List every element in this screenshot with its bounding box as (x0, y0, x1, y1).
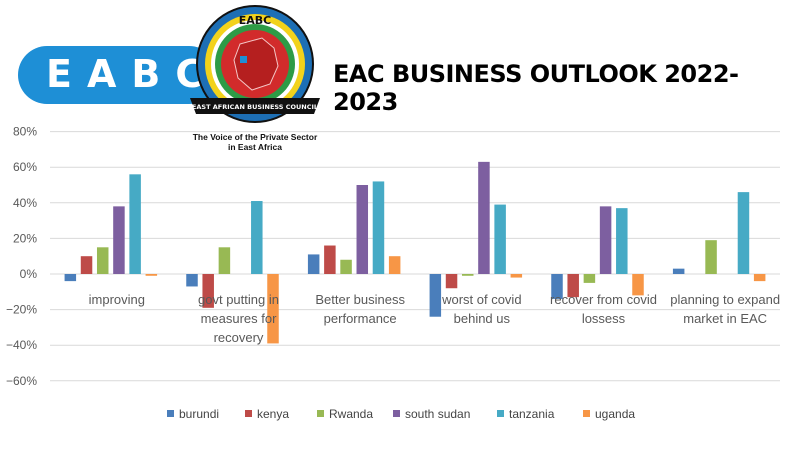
bar-kenya (567, 274, 579, 298)
bar-uganda (267, 274, 279, 344)
bar-rwanda (218, 247, 231, 274)
category-label: behind us (454, 311, 511, 326)
seal-top-text: EABC (239, 14, 271, 27)
legend-item-uganda: uganda (583, 407, 635, 421)
y-tick-label: 40% (13, 196, 37, 210)
eabc-logo-pill: EABC (18, 46, 218, 104)
legend-item-kenya: kenya (245, 407, 289, 421)
bar-burundi (672, 268, 685, 274)
bar-uganda (632, 274, 644, 296)
bar-burundi (307, 254, 320, 274)
bar-kenya (324, 245, 336, 274)
eabc-seal-logo: EABC EAST AFRICAN BUSINESS COUNCIL (190, 5, 320, 123)
bar-rwanda (96, 247, 109, 274)
bar-tanzania (372, 181, 385, 274)
bar-tanzania (251, 201, 263, 274)
legend-swatch (167, 410, 174, 417)
y-tick-label: 60% (13, 160, 37, 174)
bar-rwanda (461, 274, 474, 276)
y-tick-label: 20% (13, 231, 37, 245)
legend-swatch (583, 410, 590, 417)
eabc-tagline: The Voice of the Private Sector in East … (190, 132, 320, 152)
logo-text: EABC (46, 52, 219, 96)
y-tick-label: 80% (13, 125, 37, 139)
bar-burundi (64, 274, 77, 282)
legend-label: south sudan (405, 407, 471, 421)
bar-uganda (145, 274, 158, 276)
legend-item-tanzania: tanzania (497, 407, 554, 421)
category-label: improving (89, 292, 145, 307)
bar-kenya (202, 274, 214, 308)
bar-kenya (80, 256, 93, 274)
category-label: market in EAC (683, 311, 767, 326)
y-tick-label: −60% (6, 374, 37, 388)
legend-label: kenya (257, 407, 290, 421)
y-tick-label: −40% (6, 338, 37, 352)
category-label: govt putting in (198, 292, 279, 307)
category-label: worst of covid (441, 292, 521, 307)
bar-south-sudan (478, 161, 490, 274)
legend-label: burundi (179, 407, 220, 421)
category-label: planning to expand (670, 292, 780, 307)
bar-rwanda (340, 259, 352, 274)
legend-label: tanzania (509, 407, 555, 421)
chart-legend: burundi kenya Rwanda south sudan tanzania uga… (0, 407, 800, 425)
legend-label: uganda (595, 407, 636, 421)
y-tick-label: −20% (6, 303, 37, 317)
bar-uganda (753, 274, 766, 282)
bar-tanzania (737, 192, 750, 274)
bar-rwanda (583, 274, 596, 283)
category-label: measures for (201, 311, 278, 326)
tagline-line-2: in East Africa (227, 142, 282, 152)
legend-swatch (245, 410, 252, 417)
bar-tanzania (129, 174, 141, 274)
bar-south-sudan (599, 206, 612, 274)
category-label: performance (324, 311, 397, 326)
bar-tanzania (616, 208, 628, 274)
page-title: EAC BUSINESS OUTLOOK 2022-2023 (333, 60, 739, 116)
category-label: Better business (315, 292, 405, 307)
bar-burundi (551, 274, 563, 299)
legend-swatch (497, 410, 504, 417)
seal-banner-text: EAST AFRICAN BUSINESS COUNCIL (192, 103, 318, 111)
bar-south-sudan (113, 206, 125, 274)
legend-label: Rwanda (329, 407, 374, 421)
bar-burundi (186, 274, 198, 287)
bar-uganda (510, 274, 523, 278)
bar-rwanda (705, 240, 717, 274)
category-label: recover from covid (550, 292, 657, 307)
y-tick-label: 0% (20, 267, 38, 281)
bar-uganda (388, 256, 401, 274)
legend-item-rwanda: Rwanda (317, 407, 373, 421)
bar-kenya (445, 274, 458, 289)
bar-burundi (429, 274, 442, 317)
category-label: lossess (582, 311, 626, 326)
tagline-line-1: The Voice of the Private Sector (192, 132, 318, 142)
bar-tanzania (494, 204, 506, 274)
legend-swatch (317, 410, 324, 417)
bar-south-sudan (356, 185, 369, 274)
category-label: recovery (214, 330, 264, 345)
legend-item-south-sudan: south sudan (393, 407, 470, 421)
legend-item-burundi: burundi (167, 407, 219, 421)
legend-swatch (393, 410, 400, 417)
